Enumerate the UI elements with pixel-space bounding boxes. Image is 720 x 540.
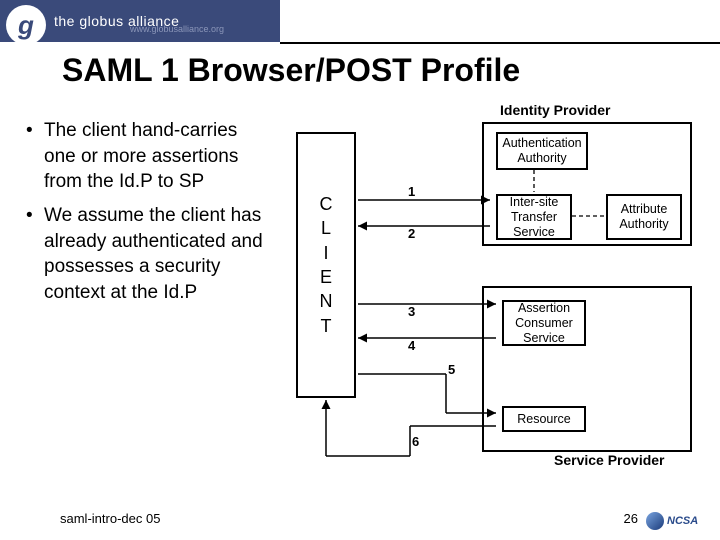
intersite-box: Inter-site Transfer Service [496, 194, 572, 240]
attr-authority-box: Attribute Authority [606, 194, 682, 240]
arrow-number-4: 4 [408, 338, 415, 353]
client-box: C L I E N T [296, 132, 356, 398]
bullet-item: The client hand-carries one or more asse… [26, 118, 274, 195]
page-number: 26 [624, 511, 638, 526]
logo-bar: g the globus alliance www.globusalliance… [0, 0, 280, 42]
idp-label: Identity Provider [500, 102, 610, 118]
arrow-number-6: 6 [412, 434, 419, 449]
sp-container: Assertion Consumer Service Resource [482, 286, 692, 452]
client-letter: C [320, 192, 333, 216]
client-letter: N [320, 289, 333, 313]
bullet-list: The client hand-carries one or more asse… [26, 118, 274, 313]
resource-box: Resource [502, 406, 586, 432]
arrow-number-3: 3 [408, 304, 415, 319]
client-letter: T [321, 314, 332, 338]
idp-container: Authentication Authority Inter-site Tran… [482, 122, 692, 246]
arrow-number-2: 2 [408, 226, 415, 241]
auth-authority-box: Authentication Authority [496, 132, 588, 170]
ncsa-text: NCSA [667, 515, 698, 527]
client-letter: I [323, 241, 328, 265]
arrow-number-1: 1 [408, 184, 415, 199]
diagram: Identity Provider C L I E N T Authentica… [290, 108, 700, 468]
acs-box: Assertion Consumer Service [502, 300, 586, 346]
arrow-number-5: 5 [448, 362, 455, 377]
slide-title: SAML 1 Browser/POST Profile [62, 52, 520, 89]
ncsa-logo: NCSA [646, 510, 710, 532]
sp-label: Service Provider [554, 452, 665, 468]
logo-subtext: www.globusalliance.org [130, 24, 224, 34]
client-letter: E [320, 265, 332, 289]
ncsa-mark-icon [646, 512, 664, 530]
globus-logo-icon: g [6, 5, 46, 45]
footer-left: saml-intro-dec 05 [60, 511, 160, 526]
header-divider [280, 42, 720, 44]
bullet-item: We assume the client has already authent… [26, 203, 274, 306]
client-letter: L [321, 216, 331, 240]
